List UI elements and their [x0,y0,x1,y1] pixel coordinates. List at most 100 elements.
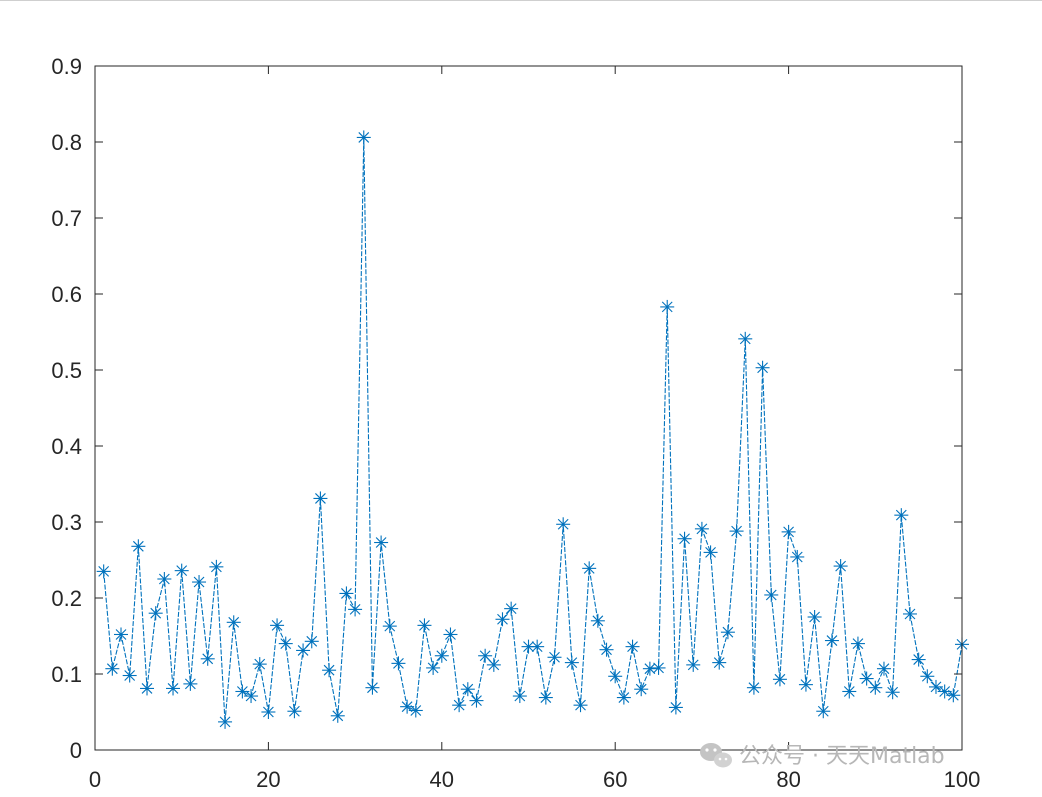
marker-stroke [453,699,465,711]
marker-stroke [566,657,578,668]
marker-stroke [132,540,144,552]
marker-stroke [184,678,196,690]
data-point [885,685,900,700]
data-point [278,636,293,651]
data-point [426,660,441,675]
data-point [833,559,848,574]
marker-stroke [644,663,656,675]
marker-stroke [783,526,794,538]
data-point [443,627,458,642]
marker-stroke [861,673,873,684]
data-point [530,639,545,654]
marker-stroke [445,629,456,640]
marker-stroke [852,638,864,649]
data-point [911,652,926,667]
marker-stroke [419,619,430,631]
data-point [434,648,449,663]
marker-stroke [193,576,205,588]
data-point [495,612,510,627]
marker-stroke [869,682,881,694]
x-tick-label: 60 [603,767,627,792]
data-point [391,656,406,671]
marker-stroke [323,664,335,676]
data-point [894,508,909,523]
data-point [486,657,501,672]
data-point [374,535,389,550]
data-point [764,587,779,602]
series-layer [96,130,969,729]
y-tick-label: 0.2 [51,586,82,611]
marker-stroke [315,493,326,504]
data-point [920,669,935,684]
data-point [651,660,666,675]
marker-stroke [791,551,803,563]
data-point [348,602,363,617]
marker-stroke [176,565,188,577]
marker-stroke [202,653,214,665]
data-point [114,627,129,642]
marker-stroke [358,132,370,143]
marker-stroke [679,533,690,545]
data-point [460,682,475,697]
data-point [226,615,241,630]
marker-stroke [557,518,569,530]
marker-stroke [843,686,855,697]
marker-stroke [748,682,760,694]
data-point [798,677,813,692]
marker-stroke [696,523,708,535]
data-point [270,618,285,633]
marker-stroke [635,683,647,695]
marker-stroke [219,716,231,728]
data-point [703,545,718,560]
marker-stroke [930,681,942,693]
marker-stroke [514,690,526,702]
data-point [252,657,267,672]
y-tick-label: 0.6 [51,282,82,307]
data-point [339,586,354,601]
marker-stroke [661,301,673,313]
data-point [816,704,831,719]
marker-stroke [150,607,162,619]
marker-stroke [731,525,742,537]
data-point [746,680,761,695]
marker-stroke [531,641,543,653]
data-point [96,564,111,579]
marker-stroke [393,657,404,669]
marker-stroke [384,620,396,632]
marker-stroke [245,690,257,702]
x-tick-label: 0 [89,767,101,792]
data-point [122,668,137,683]
data-point [244,689,259,704]
data-point [625,639,640,654]
data-point [148,606,163,621]
data-point [790,549,805,564]
data-point [469,693,484,708]
marker-stroke [774,673,786,685]
marker-stroke [809,611,820,623]
marker-stroke [800,679,812,691]
data-point [408,703,423,718]
marker-stroke [497,613,508,625]
data-point [478,648,493,663]
axes-box [94,65,963,751]
data-point [538,690,553,705]
marker-stroke [471,695,482,706]
marker-stroke [401,701,413,713]
x-tick-label: 100 [944,767,981,792]
marker-stroke [367,682,378,694]
marker-stroke [341,588,352,599]
marker-stroke [254,658,266,670]
marker-stroke [765,589,777,601]
data-point [512,689,527,704]
data-point [842,684,857,699]
data-point [356,130,371,145]
marker-stroke [739,333,751,345]
data-point [382,619,397,634]
data-point [694,521,709,536]
marker-stroke [158,573,170,585]
data-point [642,661,657,676]
marker-stroke [263,706,274,718]
data-point [183,676,198,691]
data-point [304,634,319,649]
